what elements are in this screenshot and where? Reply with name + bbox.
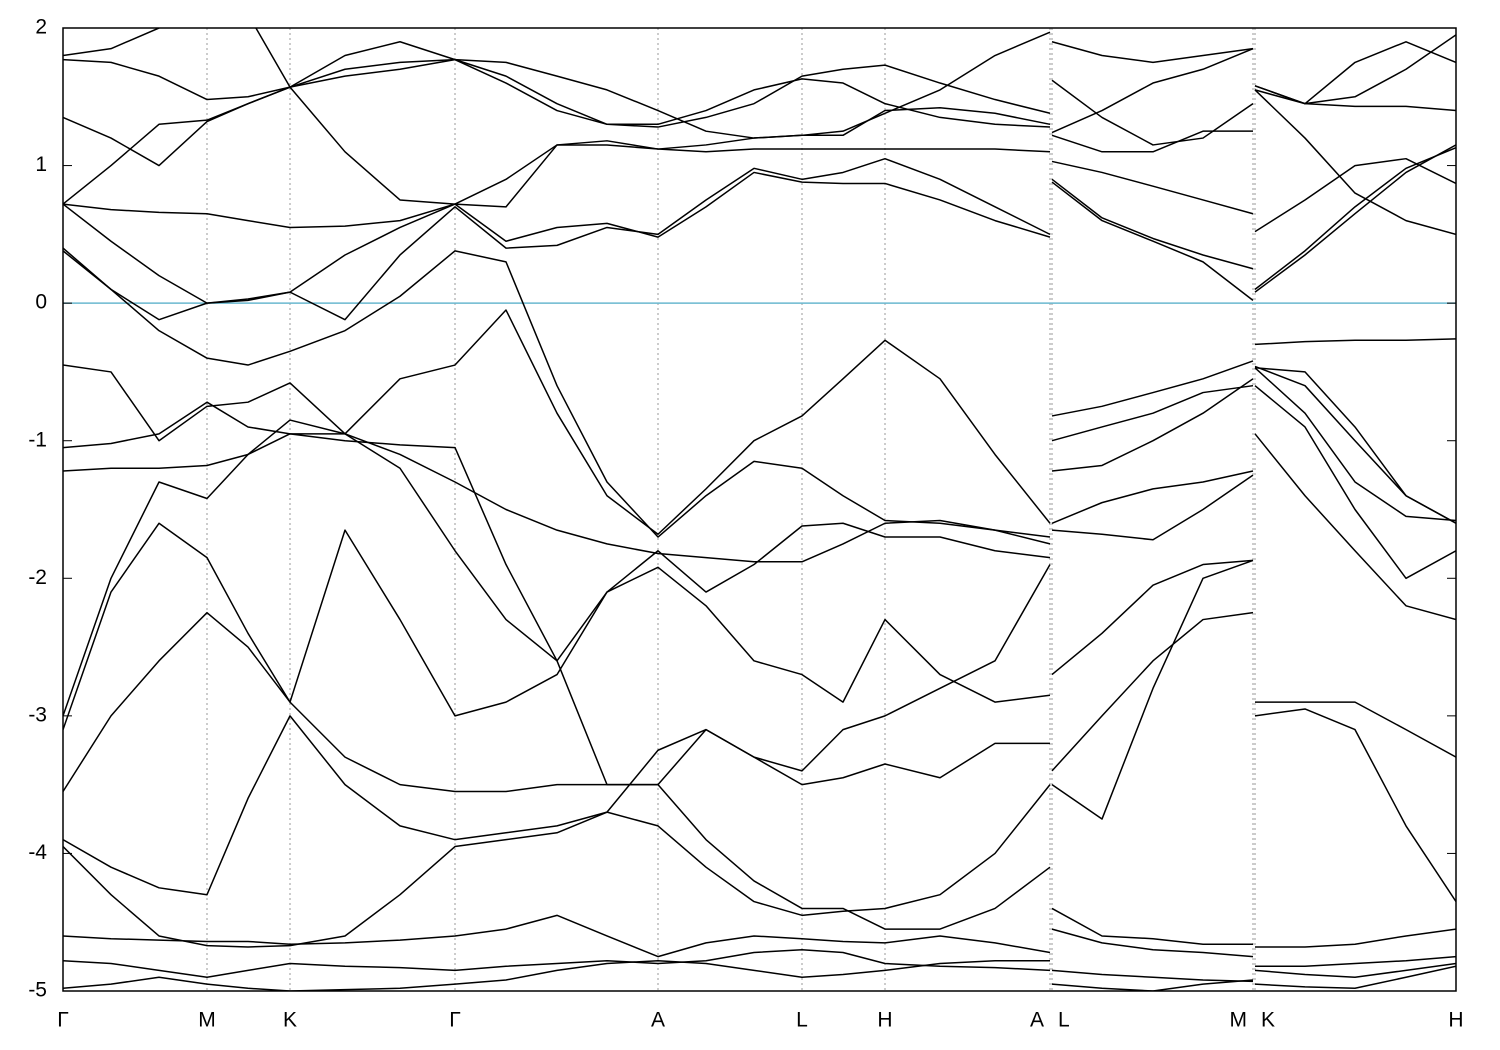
band-line [63, 34, 1456, 205]
x-tick-label: Γ [57, 1009, 69, 1032]
x-tick-label: A [1030, 1009, 1044, 1032]
band-line [63, 28, 1456, 208]
x-tick-label: K [283, 1009, 297, 1032]
bands-layer [63, 28, 1456, 991]
band-line [63, 784, 1456, 948]
y-tick-label: -5 [28, 979, 47, 1002]
plot-frame [62, 27, 1457, 992]
band-line [63, 367, 1456, 896]
x-tick-label: H [877, 1009, 892, 1032]
x-tick-label: M [1230, 1009, 1248, 1032]
band-line [63, 41, 1456, 236]
y-tick-label: 1 [35, 153, 47, 176]
x-tick-label: L [796, 1009, 808, 1032]
band-line [63, 146, 1456, 321]
band-line [63, 948, 1456, 989]
band-line [63, 401, 1456, 786]
grid-layer [62, 28, 1457, 991]
band-line [63, 914, 1456, 967]
y-tick-label: 2 [35, 16, 47, 39]
band-line [63, 250, 1456, 538]
y-tick-label: -1 [28, 428, 47, 451]
x-tick-label: H [1448, 1009, 1463, 1032]
y-tick-label: -4 [28, 841, 47, 864]
band-line [63, 144, 1456, 233]
y-tick-label: -3 [28, 703, 47, 726]
band-line [63, 474, 1456, 902]
band-line [63, 385, 1456, 930]
y-tick-label: 0 [35, 291, 47, 314]
x-tick-label: A [651, 1009, 665, 1032]
y-tick-label: -2 [28, 566, 47, 589]
x-tick-label: K [1261, 1009, 1275, 1032]
x-tick-label: L [1058, 1009, 1070, 1032]
band-line [63, 959, 1456, 991]
x-tick-label: M [198, 1009, 216, 1032]
band-line [63, 367, 1456, 563]
x-tick-label: Γ [449, 1009, 461, 1032]
band-line [63, 419, 1456, 758]
band-line [63, 309, 1456, 536]
